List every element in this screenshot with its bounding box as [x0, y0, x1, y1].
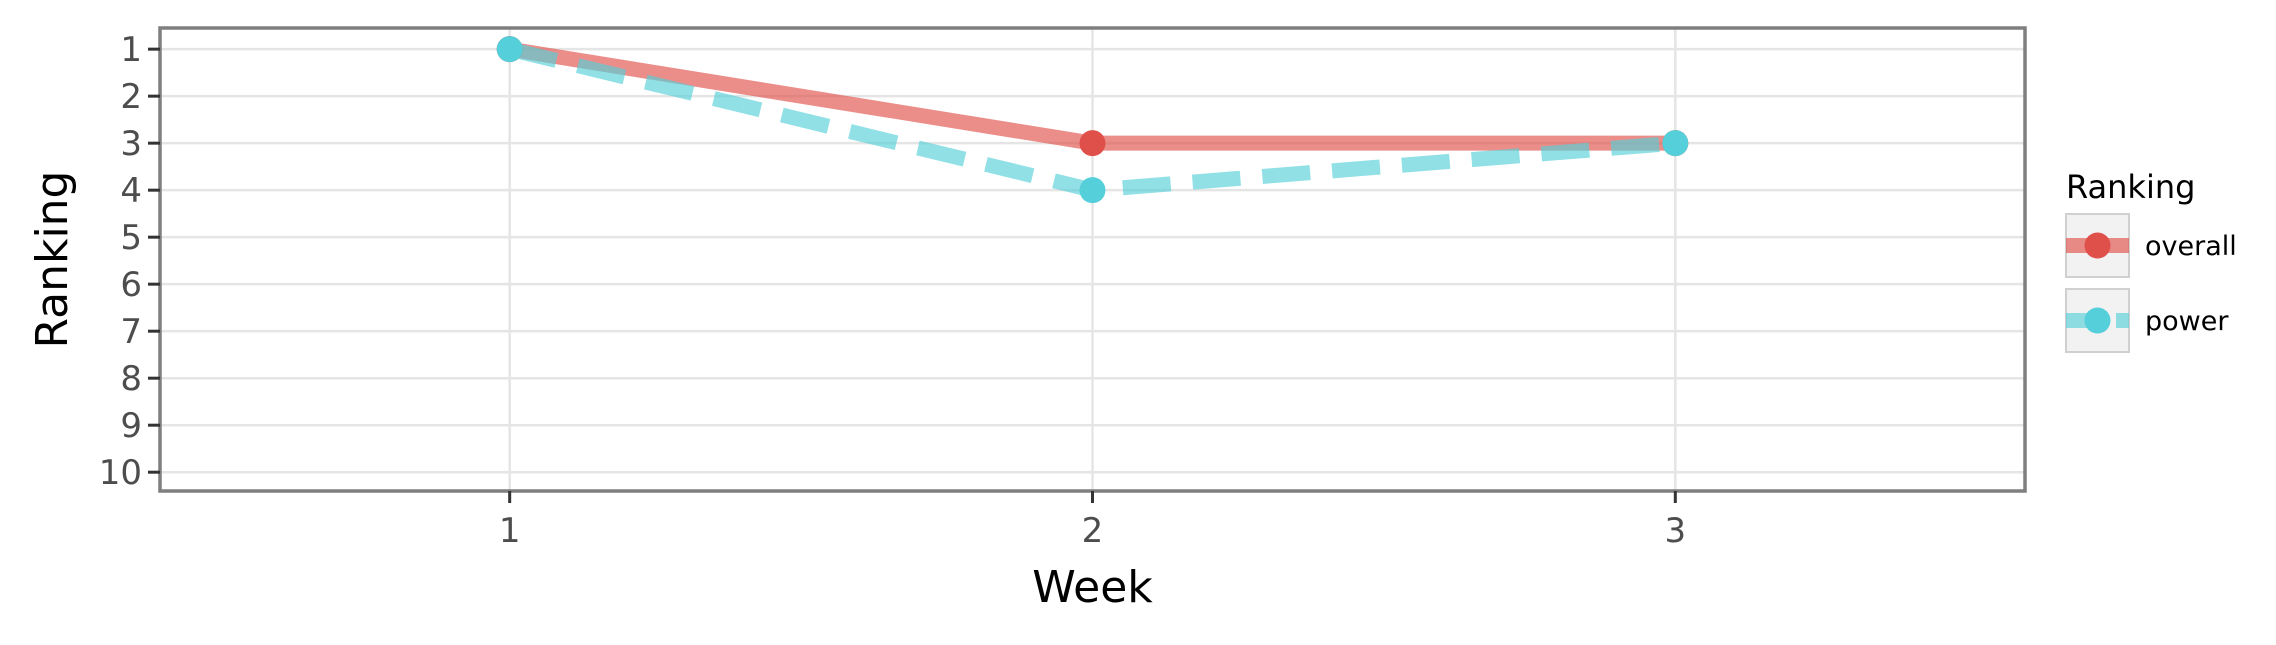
data-point-power	[1662, 130, 1689, 157]
y-tick-label: 5	[120, 218, 142, 258]
legend-title: Ranking	[2066, 168, 2195, 206]
data-point-power	[1079, 177, 1106, 204]
legend-label: overall	[2145, 231, 2237, 262]
y-tick-label: 4	[120, 171, 142, 211]
legend-key-point	[2084, 307, 2111, 334]
y-tick-label: 3	[120, 124, 142, 164]
y-tick-label: 8	[120, 359, 142, 399]
y-tick-label: 2	[120, 77, 142, 117]
legend-label: power	[2145, 306, 2229, 337]
x-tick-label: 1	[499, 511, 521, 551]
legend: Ranking overall power	[2065, 168, 2237, 353]
x-tick-label: 2	[1082, 511, 1104, 551]
y-axis-title: Ranking	[27, 171, 78, 349]
x-tick-label: 3	[1664, 511, 1686, 551]
legend-item-overall: overall	[2065, 213, 2237, 278]
legend-items: overall power	[2065, 213, 2237, 353]
y-tick-label: 6	[120, 265, 142, 305]
data-point-overall	[1079, 130, 1106, 157]
legend-item-power: power	[2065, 288, 2229, 353]
data-point-power	[496, 36, 523, 63]
axis-ticks: 1 2 3 4 5 6 7 8 9 10 1 2 3	[99, 30, 1686, 551]
legend-key-point	[2084, 232, 2111, 259]
series-points	[496, 36, 1689, 204]
y-tick-label: 9	[120, 406, 142, 446]
y-tick-label: 10	[99, 453, 142, 493]
x-axis-title: Week	[1032, 562, 1153, 613]
y-tick-label: 7	[120, 312, 142, 352]
y-tick-label: 1	[120, 30, 142, 70]
